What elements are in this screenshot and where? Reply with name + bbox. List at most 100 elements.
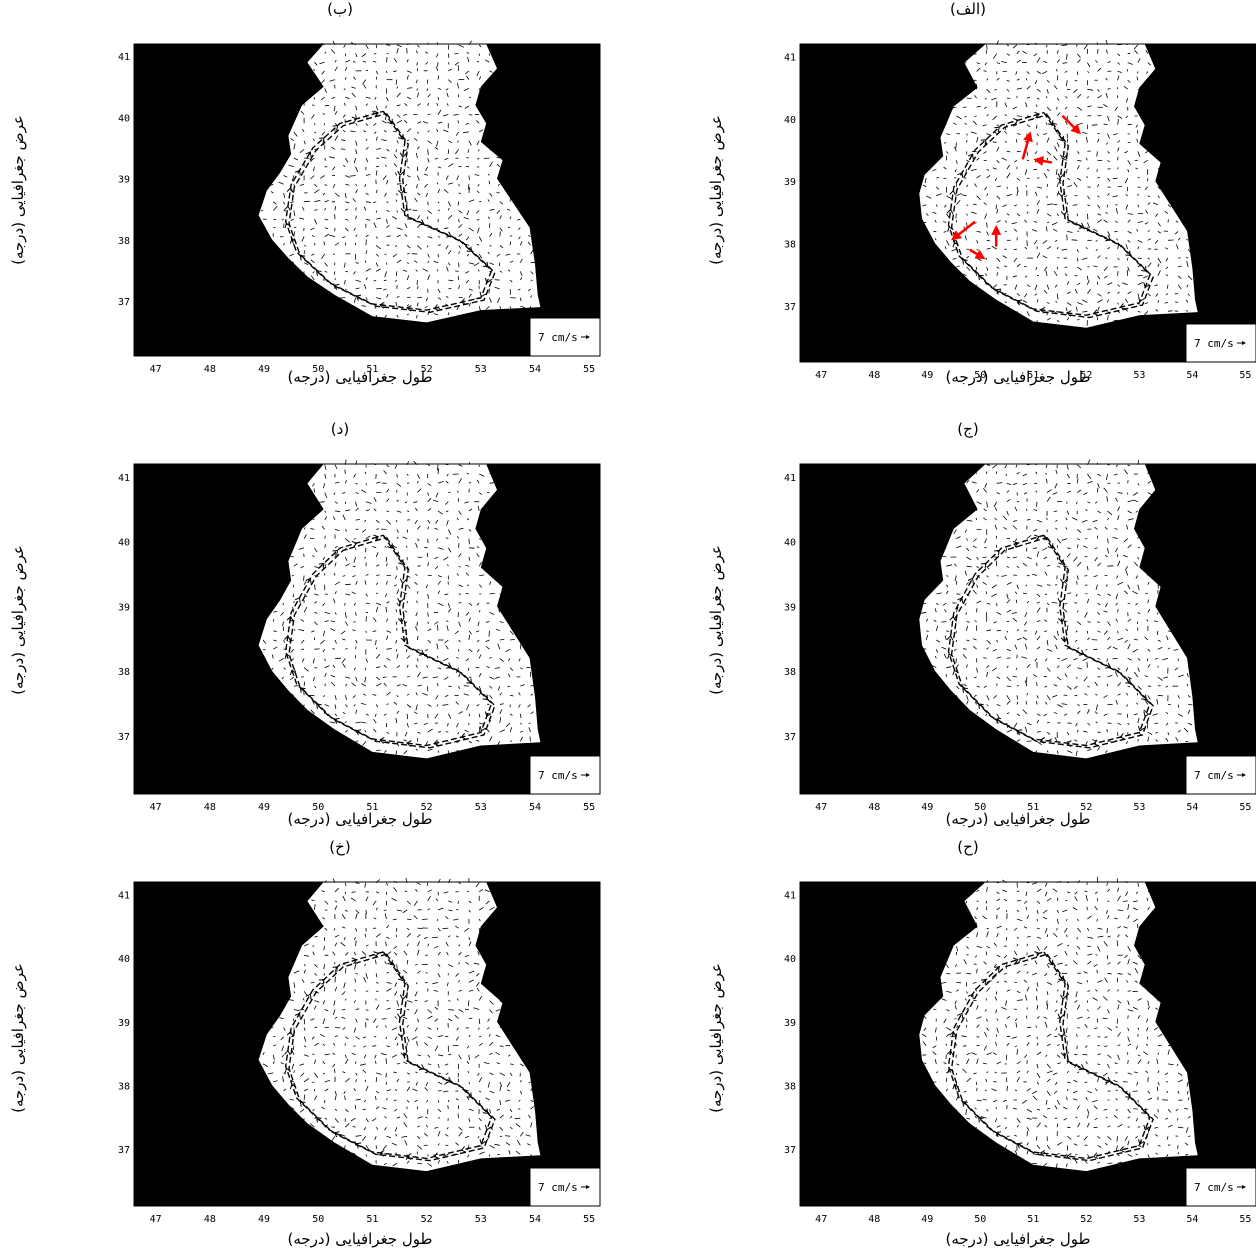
x-tick-label: 49 bbox=[921, 802, 933, 813]
x-tick-label: 49 bbox=[258, 802, 270, 813]
plot-frame bbox=[133, 463, 601, 795]
y-tick-label: 39 bbox=[784, 1018, 796, 1029]
panel-title: (الف) bbox=[950, 0, 986, 18]
y-tick-label: 38 bbox=[784, 240, 796, 251]
plot-frame bbox=[133, 43, 601, 357]
current-vectors bbox=[262, 877, 534, 1167]
scale-label: 7 cm/s bbox=[1194, 337, 1234, 350]
y-tick-label: 38 bbox=[784, 1081, 796, 1092]
y-tick-label: 41 bbox=[784, 473, 796, 484]
y-axis-label: عرض جغرافیایی (درجه) bbox=[707, 545, 725, 695]
y-tick-label: 37 bbox=[118, 1145, 130, 1156]
x-tick-label: 55 bbox=[583, 1214, 595, 1225]
y-tick-label: 39 bbox=[118, 175, 130, 186]
x-tick-label: 50 bbox=[312, 364, 324, 375]
x-tick-label: 52 bbox=[421, 802, 433, 813]
highlight-arrowhead bbox=[991, 224, 1002, 235]
x-tick-label: 51 bbox=[1027, 370, 1039, 381]
scale-legend: 7 cm/s bbox=[1185, 755, 1256, 795]
y-tick-label: 37 bbox=[784, 1145, 796, 1156]
gyre-current bbox=[946, 534, 1154, 749]
current-map: 7 cm/s 41 40 39 38 37 47 48 49 50 51 52 53 54 55 bbox=[118, 40, 601, 375]
x-tick-label: 47 bbox=[150, 1214, 162, 1225]
y-tick-label: 38 bbox=[118, 667, 130, 678]
x-tick-label: 48 bbox=[204, 802, 216, 813]
map-plot bbox=[800, 39, 1256, 362]
panel-alef: (الف) عرض جغرافیایی (درجه) 7 cm/s 41 40 39 3… bbox=[680, 0, 1256, 410]
x-tick-label: 50 bbox=[312, 1214, 324, 1225]
x-tick-label: 51 bbox=[1027, 802, 1039, 813]
current-vectors bbox=[921, 876, 1191, 1168]
map-plot bbox=[134, 40, 600, 356]
x-tick-label: 54 bbox=[1186, 802, 1198, 813]
sea-area bbox=[919, 464, 1198, 759]
x-tick-label: 49 bbox=[258, 364, 270, 375]
panel-title: (ج) bbox=[957, 420, 979, 438]
y-tick-label: 37 bbox=[784, 732, 796, 743]
x-tick-label: 52 bbox=[1080, 802, 1092, 813]
y-tick-label: 39 bbox=[118, 1018, 130, 1029]
x-tick-label: 53 bbox=[475, 1214, 487, 1225]
current-map: 7 cm/s 41 40 39 38 37 47 48 49 50 51 52 53 54 55 bbox=[118, 459, 601, 813]
x-tick-label: 50 bbox=[312, 802, 324, 813]
y-tick-label: 38 bbox=[118, 236, 130, 247]
x-tick-label: 55 bbox=[1239, 802, 1251, 813]
x-axis-label: طول جغرافیایی (درجه) bbox=[287, 1230, 433, 1248]
plot-frame bbox=[799, 43, 1256, 363]
plot-frame bbox=[799, 463, 1256, 795]
scale-label: 7 cm/s bbox=[538, 769, 578, 782]
current-map: 7 cm/s 41 40 39 38 37 47 48 49 50 51 52 53 54 55 bbox=[118, 877, 601, 1225]
y-tick-label: 39 bbox=[784, 602, 796, 613]
gyre-current bbox=[946, 111, 1154, 319]
y-tick-label: 40 bbox=[784, 538, 796, 549]
panel-khe: (خ) عرض جغرافیایی (درجه) 7 cm/s 41 40 39 38 3… bbox=[0, 838, 620, 1254]
y-tick-label: 37 bbox=[118, 297, 130, 308]
x-axis-label: طول جغرافیایی (درجه) bbox=[287, 810, 433, 828]
x-tick-label: 52 bbox=[1080, 1214, 1092, 1225]
current-map: 7 cm/s 41 40 39 38 37 47 48 49 50 51 52 53 54 55 bbox=[784, 39, 1256, 381]
x-tick-label: 54 bbox=[529, 1214, 541, 1225]
x-tick-label: 51 bbox=[1027, 1214, 1039, 1225]
x-axis-label: طول جغرافیایی (درجه) bbox=[945, 1230, 1091, 1248]
panel-be: (ب) عرض جغرافیایی (درجه) 7 cm/s 41 40 39 38 3… bbox=[0, 0, 620, 410]
plot-frame bbox=[799, 881, 1256, 1207]
panel-title: (د) bbox=[330, 420, 350, 438]
y-tick-label: 40 bbox=[784, 115, 796, 126]
gyre-current bbox=[284, 534, 496, 749]
y-tick-label: 41 bbox=[784, 891, 796, 902]
x-tick-label: 53 bbox=[1133, 370, 1145, 381]
highlight-arrow bbox=[955, 220, 976, 238]
x-tick-label: 48 bbox=[204, 364, 216, 375]
x-axis-label: طول جغرافیایی (درجه) bbox=[945, 368, 1091, 386]
current-vectors bbox=[262, 459, 535, 756]
x-tick-label: 50 bbox=[974, 1214, 986, 1225]
panel-he: (ح) عرض جغرافیایی (درجه) 7 cm/s 41 40 39 38 3… bbox=[680, 838, 1256, 1254]
sea-area bbox=[258, 44, 541, 323]
x-tick-label: 48 bbox=[868, 1214, 880, 1225]
highlight-arrowhead bbox=[1033, 156, 1044, 166]
y-tick-label: 40 bbox=[118, 113, 130, 124]
y-tick-label: 39 bbox=[118, 602, 130, 613]
current-vectors bbox=[260, 40, 536, 321]
x-tick-label: 48 bbox=[204, 1214, 216, 1225]
x-tick-label: 49 bbox=[258, 1214, 270, 1225]
x-tick-label: 49 bbox=[921, 1214, 933, 1225]
y-tick-label: 41 bbox=[118, 891, 130, 902]
y-axis-label: عرض جغرافیایی (درجه) bbox=[9, 963, 27, 1113]
x-tick-label: 53 bbox=[475, 802, 487, 813]
panel-title: (ح) bbox=[957, 838, 979, 856]
scale-label: 7 cm/s bbox=[1194, 1181, 1234, 1194]
y-tick-label: 40 bbox=[118, 538, 130, 549]
panel-title: (ب) bbox=[327, 0, 353, 18]
x-tick-label: 48 bbox=[868, 802, 880, 813]
current-map: 7 cm/s 41 40 39 38 37 47 48 49 50 51 52 53 54 55 bbox=[784, 459, 1256, 813]
highlight-arrowhead bbox=[951, 230, 963, 241]
sea-area bbox=[919, 44, 1198, 328]
panel-title: (خ) bbox=[329, 838, 351, 856]
x-tick-label: 55 bbox=[583, 802, 595, 813]
scale-legend: 7 cm/s bbox=[529, 755, 601, 795]
x-tick-label: 50 bbox=[974, 802, 986, 813]
x-tick-label: 51 bbox=[366, 364, 378, 375]
x-tick-label: 55 bbox=[1239, 370, 1251, 381]
y-tick-label: 41 bbox=[784, 52, 796, 63]
